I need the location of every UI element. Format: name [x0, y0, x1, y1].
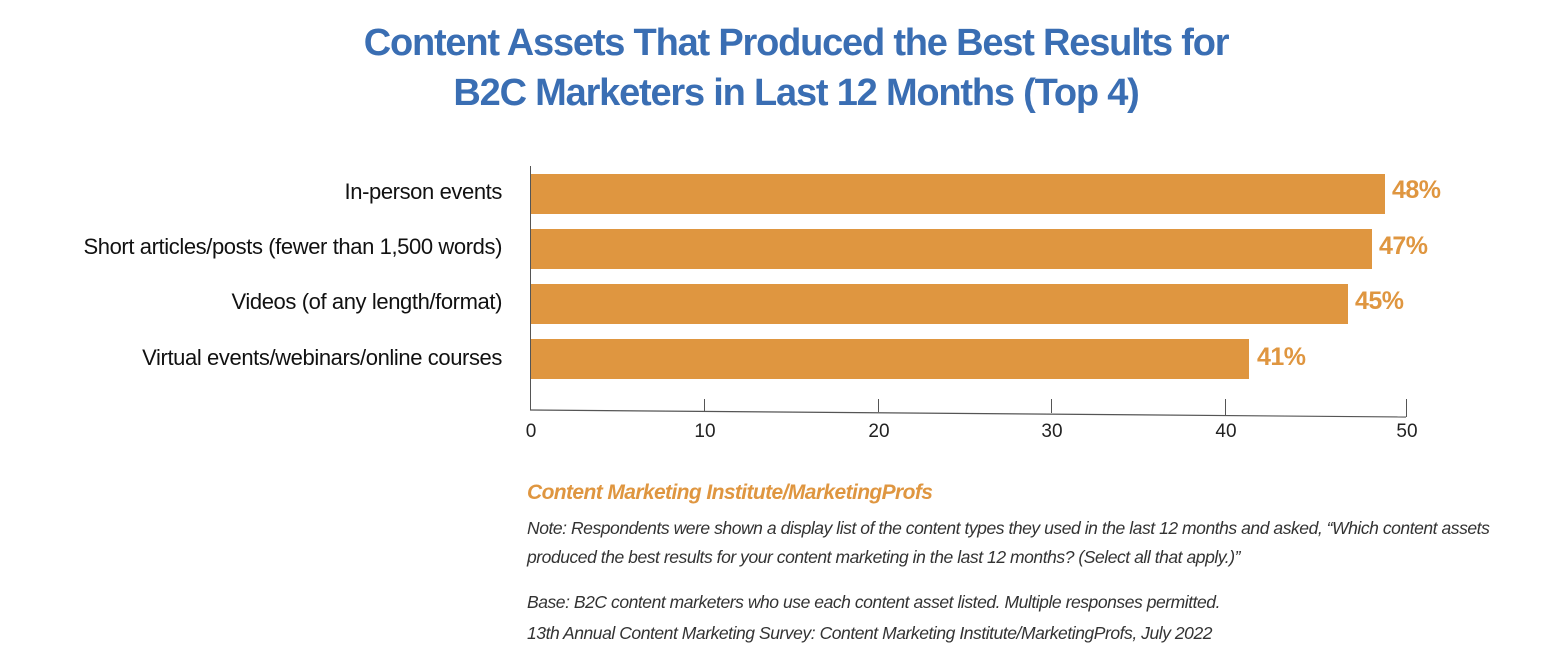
chart-title-line-2: B2C Marketers in Last 12 Months (Top 4) — [453, 72, 1139, 114]
survey-citation: 13th Annual Content Marketing Survey: Co… — [527, 623, 1213, 643]
chart-title-line-1: Content Assets That Produced the Best Re… — [363, 22, 1230, 64]
x-tick-label: 20 — [868, 421, 890, 442]
category-label: Videos (of any length/format) — [231, 289, 503, 314]
x-tick — [1225, 399, 1226, 415]
x-tick-label: 0 — [525, 421, 537, 442]
value-label: 45% — [1355, 287, 1404, 315]
bar-in-person-events — [531, 174, 1385, 214]
source-title: Content Marketing Institute/MarketingPro… — [527, 481, 933, 504]
x-tick-label: 30 — [1041, 421, 1063, 442]
value-label: 48% — [1392, 176, 1441, 204]
x-tick — [704, 399, 705, 411]
bar-videos — [531, 284, 1348, 324]
bar-short-articles — [531, 229, 1372, 269]
x-tick-label: 50 — [1396, 421, 1418, 442]
value-label: 41% — [1257, 343, 1306, 371]
x-tick-label: 40 — [1215, 421, 1237, 442]
base-note: Base: B2C content marketers who use each… — [527, 592, 1221, 612]
x-tick-label: 10 — [694, 421, 716, 442]
chart-title: Content Assets That Produced the Best Re… — [0, 18, 1568, 118]
value-label: 47% — [1379, 232, 1428, 260]
x-tick — [1051, 399, 1052, 413]
note-line-1: Note: Respondents were shown a display l… — [527, 518, 1490, 538]
x-tick — [878, 399, 879, 412]
category-label: In-person events — [344, 179, 503, 204]
category-label: Virtual events/webinars/online courses — [142, 345, 502, 370]
x-tick — [1406, 399, 1407, 417]
note-line-2: produced the best results for your conte… — [527, 547, 1240, 567]
y-axis-line — [530, 166, 531, 410]
category-label: Short articles/posts (fewer than 1,500 w… — [83, 234, 502, 259]
bar-virtual-events — [531, 339, 1249, 379]
